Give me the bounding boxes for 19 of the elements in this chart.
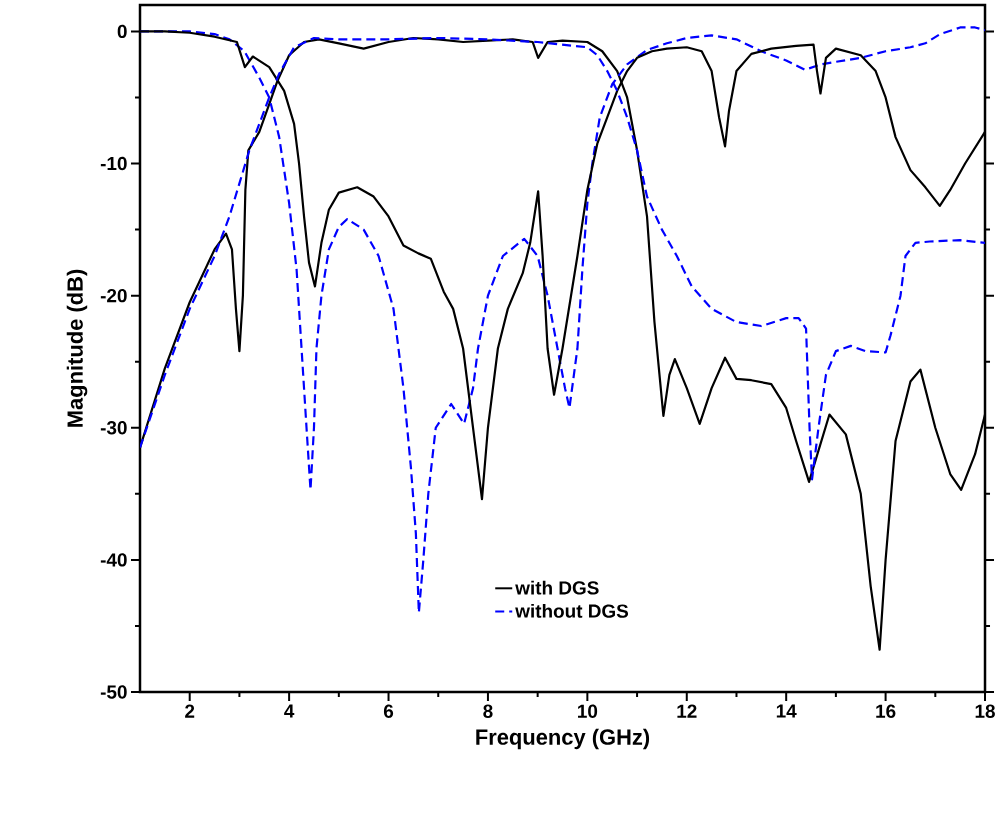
y-tick-label: -20 (100, 288, 127, 303)
x-tick-label: 14 (776, 704, 797, 718)
y-tick-label: 0 (117, 24, 127, 39)
x-tick-label: 16 (876, 704, 896, 718)
x-tick-label: 10 (578, 704, 598, 718)
y-tick-label: -10 (100, 156, 127, 171)
x-tick-label: 2 (185, 704, 195, 718)
x-tick-label: 12 (677, 704, 697, 718)
x-axis-title: Frequency (GHz) (476, 728, 650, 750)
x-tick-label: 6 (383, 704, 394, 718)
y-tick-label: -40 (100, 553, 127, 567)
y-tick-label: -30 (100, 421, 127, 435)
legend-label: without DGS (515, 603, 629, 618)
x-tick-label: 8 (483, 704, 493, 718)
legend-label: with DGS (515, 580, 599, 595)
x-tick-label: 18 (975, 704, 995, 718)
y-axis-title: Magnitude (dB) (66, 269, 88, 427)
y-tick-label: -50 (100, 685, 127, 699)
x-tick-label: 4 (284, 704, 295, 718)
